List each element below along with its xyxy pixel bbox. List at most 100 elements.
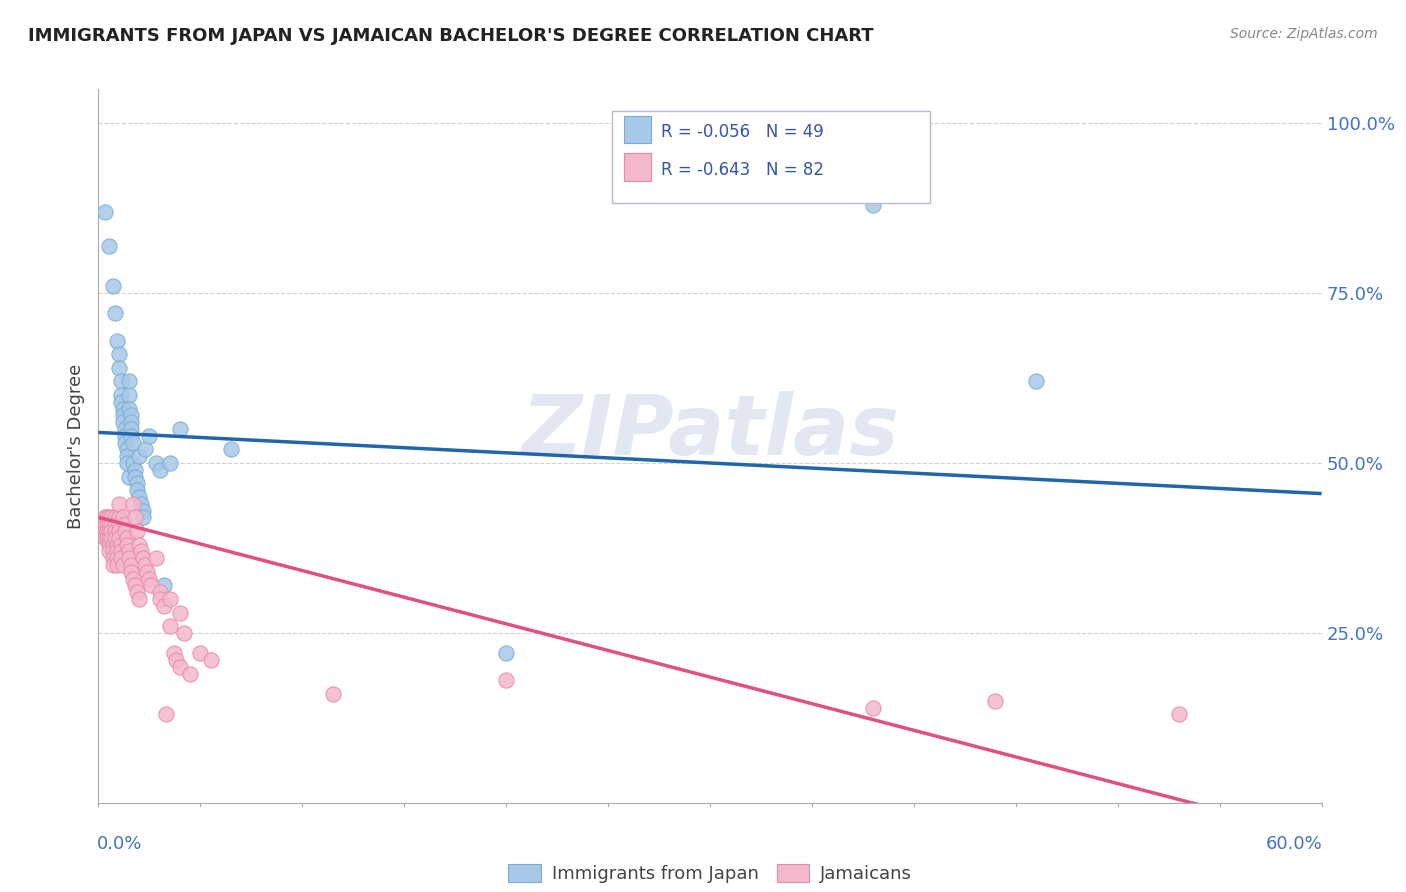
- Point: [200, 653, 222, 667]
- Point: [93, 517, 115, 532]
- Point: [128, 591, 150, 606]
- Point: [101, 544, 124, 558]
- Point: [132, 551, 155, 566]
- Point: [100, 524, 122, 538]
- Point: [110, 537, 132, 551]
- Point: [219, 442, 242, 457]
- Point: [96, 517, 118, 532]
- Point: [105, 334, 128, 348]
- Point: [110, 394, 132, 409]
- Point: [862, 198, 884, 212]
- FancyBboxPatch shape: [612, 111, 931, 203]
- Point: [128, 537, 150, 551]
- Point: [111, 558, 134, 572]
- Point: [132, 503, 155, 517]
- Point: [93, 524, 115, 538]
- Point: [96, 510, 118, 524]
- Point: [111, 510, 134, 524]
- Point: [115, 537, 138, 551]
- Point: [108, 510, 131, 524]
- Point: [120, 422, 142, 436]
- Bar: [624, 116, 651, 143]
- Point: [114, 429, 136, 443]
- Point: [169, 606, 191, 620]
- Point: [110, 375, 132, 389]
- Point: [155, 707, 177, 722]
- Point: [124, 469, 146, 483]
- Point: [1025, 375, 1047, 389]
- Point: [100, 531, 122, 545]
- Text: R = -0.056   N = 49: R = -0.056 N = 49: [661, 123, 824, 142]
- Y-axis label: Bachelor's Degree: Bachelor's Degree: [66, 363, 84, 529]
- Point: [136, 565, 159, 579]
- Point: [114, 435, 136, 450]
- Point: [134, 558, 156, 572]
- Point: [96, 524, 118, 538]
- Point: [132, 510, 155, 524]
- Point: [173, 626, 195, 640]
- Point: [862, 700, 884, 714]
- Point: [129, 544, 152, 558]
- Point: [163, 646, 186, 660]
- Point: [104, 517, 127, 532]
- Point: [149, 585, 172, 599]
- Point: [97, 544, 120, 558]
- Point: [118, 544, 141, 558]
- Point: [101, 558, 124, 572]
- Point: [93, 510, 115, 524]
- Point: [100, 510, 122, 524]
- Point: [127, 524, 149, 538]
- Text: 0.0%: 0.0%: [97, 835, 142, 853]
- Point: [93, 531, 115, 545]
- Point: [129, 497, 152, 511]
- Point: [104, 531, 127, 545]
- Point: [159, 591, 181, 606]
- Point: [97, 537, 120, 551]
- Point: [97, 510, 120, 524]
- Point: [97, 524, 120, 538]
- Point: [495, 673, 517, 688]
- Point: [108, 517, 131, 532]
- Point: [138, 429, 160, 443]
- Point: [114, 517, 136, 532]
- Point: [120, 409, 142, 423]
- Point: [152, 578, 174, 592]
- Point: [124, 510, 146, 524]
- Point: [104, 510, 127, 524]
- Point: [111, 409, 134, 423]
- Point: [149, 463, 172, 477]
- Point: [97, 531, 120, 545]
- Point: [108, 347, 131, 361]
- Point: [165, 653, 187, 667]
- Point: [188, 646, 212, 660]
- Point: [104, 306, 127, 320]
- Point: [111, 415, 134, 429]
- Point: [108, 497, 131, 511]
- Point: [127, 483, 149, 498]
- Point: [108, 531, 131, 545]
- Point: [105, 544, 128, 558]
- Point: [120, 429, 142, 443]
- Point: [118, 388, 141, 402]
- Point: [149, 591, 172, 606]
- Point: [1167, 707, 1189, 722]
- Point: [96, 531, 118, 545]
- Point: [114, 524, 136, 538]
- Text: ZIPatlas: ZIPatlas: [522, 392, 898, 472]
- Point: [111, 401, 134, 416]
- Point: [141, 578, 163, 592]
- Point: [127, 585, 149, 599]
- Point: [114, 422, 136, 436]
- Point: [115, 442, 138, 457]
- Point: [169, 422, 191, 436]
- Point: [179, 666, 201, 681]
- Point: [134, 442, 156, 457]
- Point: [145, 551, 167, 566]
- Point: [97, 517, 120, 532]
- Point: [127, 476, 149, 491]
- Point: [128, 490, 150, 504]
- Point: [115, 456, 138, 470]
- Point: [110, 544, 132, 558]
- Point: [97, 238, 120, 252]
- Point: [110, 388, 132, 402]
